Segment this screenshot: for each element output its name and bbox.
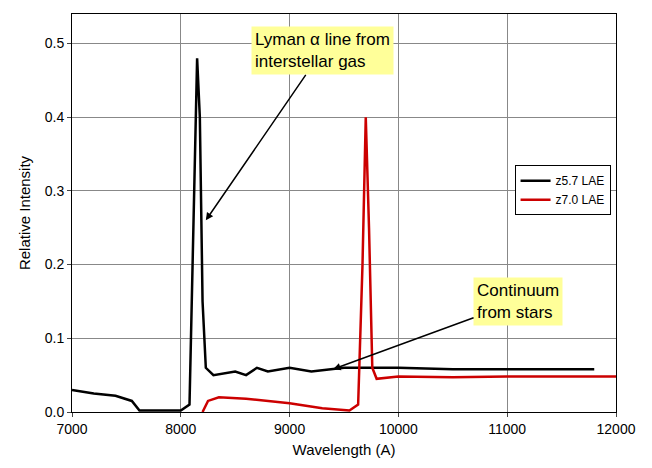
svg-text:8000: 8000 (165, 421, 196, 437)
svg-text:0.2: 0.2 (45, 256, 65, 272)
svg-text:0.3: 0.3 (45, 183, 65, 199)
svg-text:0.1: 0.1 (45, 330, 65, 346)
svg-text:Relative Intensity: Relative Intensity (16, 155, 33, 270)
svg-text:z5.7 LAE: z5.7 LAE (556, 174, 605, 188)
svg-text:0.0: 0.0 (45, 404, 65, 420)
svg-text:7000: 7000 (56, 421, 87, 437)
svg-text:12000: 12000 (597, 421, 636, 437)
svg-text:0.4: 0.4 (45, 109, 65, 125)
svg-text:Lyman α line frominterstellar: Lyman α line frominterstellar gas (255, 30, 390, 71)
svg-text:9000: 9000 (274, 421, 305, 437)
svg-text:0.5: 0.5 (45, 35, 65, 51)
svg-text:z7.0 LAE: z7.0 LAE (556, 193, 605, 207)
svg-text:Continuumfrom stars: Continuumfrom stars (477, 281, 559, 322)
svg-text:10000: 10000 (379, 421, 418, 437)
svg-text:11000: 11000 (488, 421, 526, 437)
svg-text:Wavelength (A): Wavelength (A) (293, 441, 396, 458)
